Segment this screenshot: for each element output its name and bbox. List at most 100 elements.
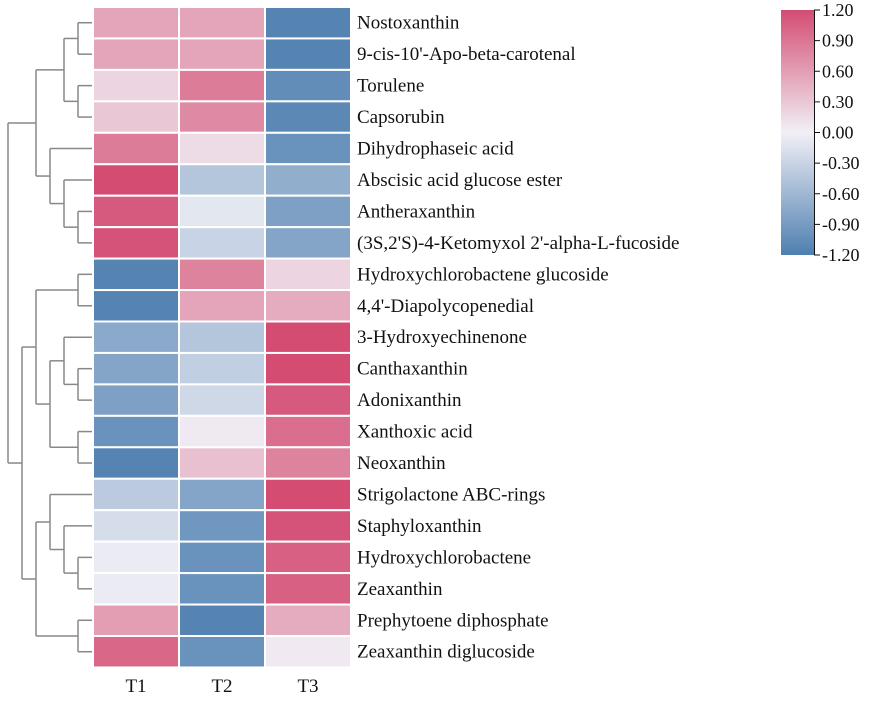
heatmap-cell [92, 37, 180, 71]
heatmap-cell [178, 6, 266, 40]
heatmap-cell [92, 603, 180, 637]
heatmap-cell [264, 477, 352, 512]
heatmap-cell [264, 635, 352, 669]
heatmap-cell [178, 635, 266, 669]
heatmap-cell [264, 163, 352, 197]
heatmap-cell [92, 257, 180, 292]
colorbar-tick-label: 0.60 [822, 61, 854, 81]
heatmap-cell [178, 100, 266, 134]
heatmap-cell [264, 383, 352, 417]
colorbar-tick-label: 0.30 [822, 92, 854, 112]
heatmap-cell [92, 226, 180, 260]
heatmap-cell [264, 131, 352, 166]
column-label: T1 [125, 676, 146, 697]
heatmap-cell [92, 194, 180, 229]
row-label: Prephytoene diphosphate [357, 610, 549, 631]
row-label: Strigolactone ABC-rings [357, 484, 545, 505]
heatmap-cell [264, 37, 352, 71]
row-label: Abscisic acid glucose ester [357, 170, 563, 191]
heatmap-cell [92, 414, 180, 449]
heatmap-cell [178, 414, 266, 449]
heatmap-cell [92, 289, 180, 323]
heatmap-cells [92, 6, 352, 669]
heatmap-cell [264, 6, 352, 40]
heatmap-cell [178, 572, 266, 606]
column-label: T3 [297, 676, 318, 697]
heatmap-cell [92, 163, 180, 197]
row-label: Zeaxanthin diglucoside [357, 642, 535, 663]
row-label: Neoxanthin [357, 453, 446, 474]
row-label: (3S,2'S)-4-Ketomyxol 2'-alpha-L-fucoside [357, 233, 679, 254]
heatmap-cell [178, 320, 266, 354]
heatmap-cell [92, 509, 180, 543]
heatmap-cell [92, 351, 180, 386]
row-label: Hydroxychlorobactene glucoside [357, 264, 609, 285]
heatmap-cell [178, 194, 266, 229]
heatmap-cell [264, 320, 352, 354]
heatmap-cell [178, 37, 266, 71]
colorbar-tick-label: 1.20 [822, 0, 854, 20]
heatmap-cell [178, 257, 266, 292]
heatmap-cell [264, 289, 352, 323]
row-label: Nostoxanthin [357, 13, 460, 34]
row-label: Hydroxychlorobactene [357, 547, 531, 568]
heatmap-cell [92, 635, 180, 669]
heatmap-cell [264, 68, 352, 103]
row-label: Zeaxanthin [357, 579, 443, 600]
row-label: 9-cis-10'-Apo-beta-carotenal [357, 44, 576, 65]
heatmap-cell [264, 414, 352, 449]
row-label: Torulene [357, 76, 424, 97]
colorbar-tick-label: -0.60 [822, 184, 860, 204]
heatmap-cell [178, 131, 266, 166]
heatmap-cell [264, 603, 352, 637]
colorbar-tick-label: -0.90 [822, 214, 860, 234]
heatmap-cell [264, 257, 352, 292]
heatmap-cell [264, 540, 352, 575]
row-label: Staphyloxanthin [357, 516, 482, 537]
heatmap-cell [264, 446, 352, 480]
heatmap-cell [264, 100, 352, 134]
heatmap-cell [178, 477, 266, 512]
heatmap-cell [92, 6, 180, 40]
row-label: 3-Hydroxyechinenone [357, 327, 527, 348]
heatmap-cell [92, 477, 180, 512]
heatmap-cell [178, 383, 266, 417]
heatmap-cell [178, 603, 266, 637]
heatmap-cell [178, 68, 266, 103]
heatmap-cell [264, 351, 352, 386]
row-label: Capsorubin [357, 107, 445, 128]
heatmap-cell [178, 226, 266, 260]
heatmap-cell [178, 446, 266, 480]
colorbar-tick-label: -0.30 [822, 153, 860, 173]
row-label: Canthaxanthin [357, 359, 468, 380]
heatmap-cell [178, 351, 266, 386]
heatmap-cell [92, 320, 180, 354]
row-label: 4,4'-Diapolycopenedial [357, 296, 534, 317]
heatmap-cell [92, 131, 180, 166]
column-labels: T1 T2 T3 [125, 676, 318, 697]
row-labels: Nostoxanthin 9-cis-10'-Apo-beta-carotenal… [357, 13, 679, 663]
heatmap-cell [178, 509, 266, 543]
heatmap-cell [264, 194, 352, 229]
heatmap-cell [178, 163, 266, 197]
colorbar-tick-label: 0.90 [822, 31, 854, 51]
heatmap-cell [92, 446, 180, 480]
heatmap-cell [92, 68, 180, 103]
heatmap-cell [178, 289, 266, 323]
colorbar-tick-label: 0.00 [822, 123, 854, 143]
column-label: T2 [211, 676, 232, 697]
heatmap-cell [178, 540, 266, 575]
row-label: Xanthoxic acid [357, 422, 473, 443]
row-label: Antheraxanthin [357, 201, 476, 222]
colorbar: 1.20 0.90 0.60 0.30 0.00 -0.30 -0.60 -0.90 -1.20 [781, 0, 860, 265]
heatmap-cell [92, 383, 180, 417]
colorbar-tick-label: -1.20 [822, 245, 860, 265]
heatmap-cell [92, 540, 180, 575]
heatmap-cell [264, 226, 352, 260]
colorbar-gradient [781, 10, 814, 255]
heatmap-cell [92, 100, 180, 134]
row-label: Dihydrophaseic acid [357, 139, 514, 160]
row-dendrogram [7, 21, 92, 653]
heatmap-cell [264, 509, 352, 543]
